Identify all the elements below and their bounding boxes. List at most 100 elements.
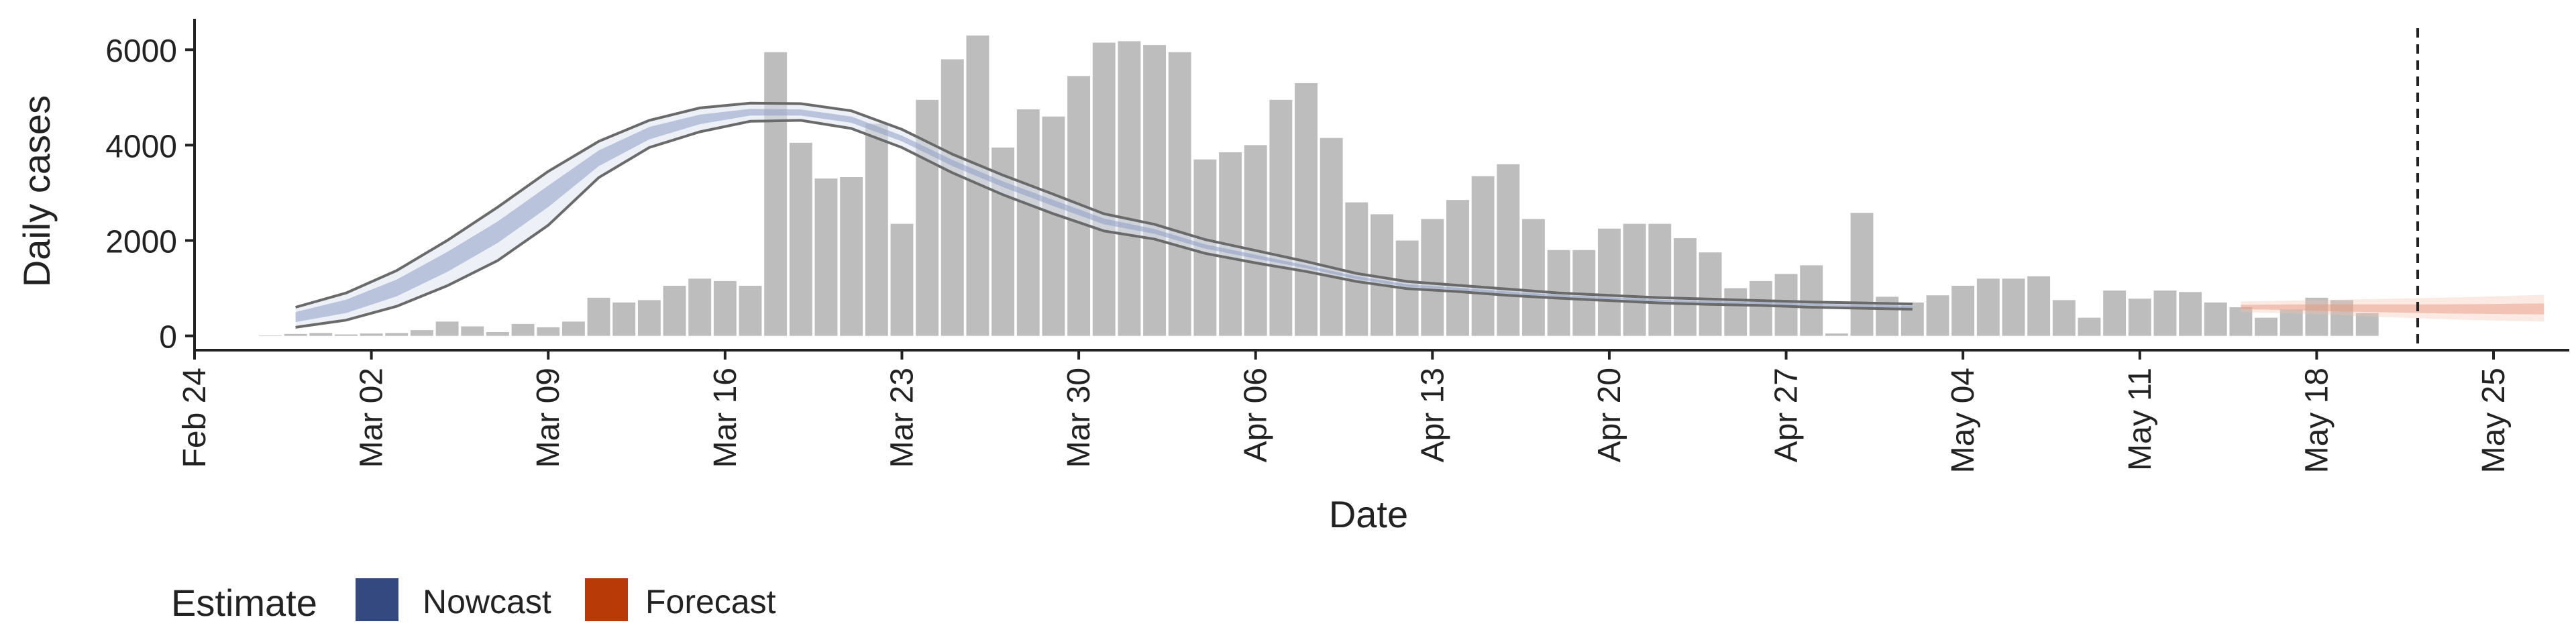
bar	[1497, 164, 1520, 336]
nowcast-upper-edge	[295, 101, 1913, 309]
axes-layer	[193, 19, 2569, 352]
bar	[916, 99, 939, 336]
bar	[688, 278, 712, 336]
bar	[1673, 237, 1697, 336]
legend-label-nowcast: Nowcast	[423, 583, 551, 621]
bar	[1042, 116, 1065, 336]
bar	[335, 334, 358, 336]
bar	[1092, 42, 1116, 336]
bar	[2128, 299, 2151, 336]
x-tick-label: Mar 23	[884, 368, 920, 468]
bar	[284, 333, 307, 336]
bar	[1699, 252, 1722, 336]
y-tick-label: 0	[159, 320, 177, 356]
bar	[309, 333, 333, 336]
bar	[259, 335, 282, 336]
x-ticks: Feb 24 Mar 02 Mar 09 Mar 16 Mar 23 Mar 30 Apr …	[177, 350, 2512, 473]
bar	[1825, 333, 1848, 336]
bar	[2204, 302, 2227, 336]
bar	[1269, 99, 1293, 336]
bar	[739, 286, 762, 336]
bar	[561, 321, 585, 336]
bar	[486, 331, 509, 336]
y-tick-label: 2000	[105, 225, 177, 260]
bar	[1446, 200, 1469, 336]
forecast-inner-band	[2241, 303, 2544, 315]
bar	[814, 178, 838, 336]
bar	[461, 326, 484, 336]
x-axis-title: Date	[1329, 493, 1408, 535]
bar	[1951, 286, 1975, 336]
bar	[1597, 228, 1621, 336]
y-axis-title: Daily cases	[15, 95, 58, 287]
bar	[2153, 290, 2177, 336]
bar	[663, 286, 686, 336]
bar	[2330, 300, 2354, 336]
x-tick-label: Mar 16	[708, 368, 743, 468]
bar	[865, 123, 888, 336]
x-tick-label: Apr 06	[1238, 368, 1274, 462]
x-tick-label: Mar 30	[1061, 368, 1097, 468]
bar	[1345, 202, 1368, 336]
x-tick-label: May 04	[1945, 368, 1981, 473]
x-tick-label: Feb 24	[177, 368, 213, 468]
bar	[1320, 138, 1343, 336]
bar	[612, 302, 636, 336]
bar	[2078, 317, 2101, 336]
bar	[789, 142, 812, 336]
bar	[890, 223, 914, 336]
bar	[2103, 290, 2127, 336]
bar	[1143, 45, 1167, 336]
x-tick-label: May 25	[2476, 368, 2512, 473]
bar	[1471, 176, 1495, 336]
x-tick-label: May 11	[2123, 368, 2158, 471]
bar	[1118, 41, 1141, 336]
y-tick-label: 6000	[105, 34, 177, 69]
bar	[2279, 309, 2303, 336]
x-tick-label: Apr 20	[1592, 368, 1627, 462]
x-tick-label: Apr 13	[1415, 368, 1450, 462]
x-tick-label: May 18	[2299, 368, 2334, 473]
bar	[2052, 300, 2076, 336]
x-tick-label: Mar 09	[531, 368, 566, 468]
bar	[1295, 83, 1318, 336]
bar	[537, 327, 560, 336]
bar	[1421, 219, 1444, 336]
bar	[1244, 145, 1267, 336]
x-tick-label: Apr 27	[1769, 368, 1805, 462]
bar	[1648, 223, 1672, 336]
forecast-outer-band	[2241, 294, 2544, 322]
x-tick-label: Mar 02	[354, 368, 390, 468]
bar	[2002, 278, 2025, 336]
y-tick-label: 4000	[105, 129, 177, 164]
bar	[1522, 219, 1545, 336]
bar	[511, 323, 535, 336]
bar	[360, 333, 383, 336]
legend-title: Estimate	[171, 582, 317, 624]
bar	[1724, 288, 1748, 336]
bar	[2355, 313, 2379, 336]
nowcast-outer-band	[295, 103, 1913, 327]
bar	[840, 176, 863, 336]
bar	[2179, 292, 2202, 336]
bar	[410, 330, 433, 336]
bar	[1850, 213, 1874, 336]
bar	[637, 300, 661, 336]
bar	[1926, 295, 1949, 336]
ribbons-layer	[295, 101, 2544, 329]
bar	[1016, 109, 1040, 336]
bar	[2255, 317, 2278, 336]
bar	[941, 59, 964, 336]
bar	[1976, 278, 2000, 336]
bar	[587, 297, 610, 336]
bar	[2305, 297, 2328, 336]
bar	[1749, 280, 1772, 336]
y-ticks: 0 2000 4000 6000	[105, 34, 195, 356]
bar	[2229, 307, 2253, 336]
nowcast-lower-edge	[295, 119, 1913, 329]
bar	[2027, 276, 2051, 336]
bar	[385, 333, 409, 336]
bar	[764, 52, 788, 336]
legend-key-nowcast	[356, 578, 398, 621]
